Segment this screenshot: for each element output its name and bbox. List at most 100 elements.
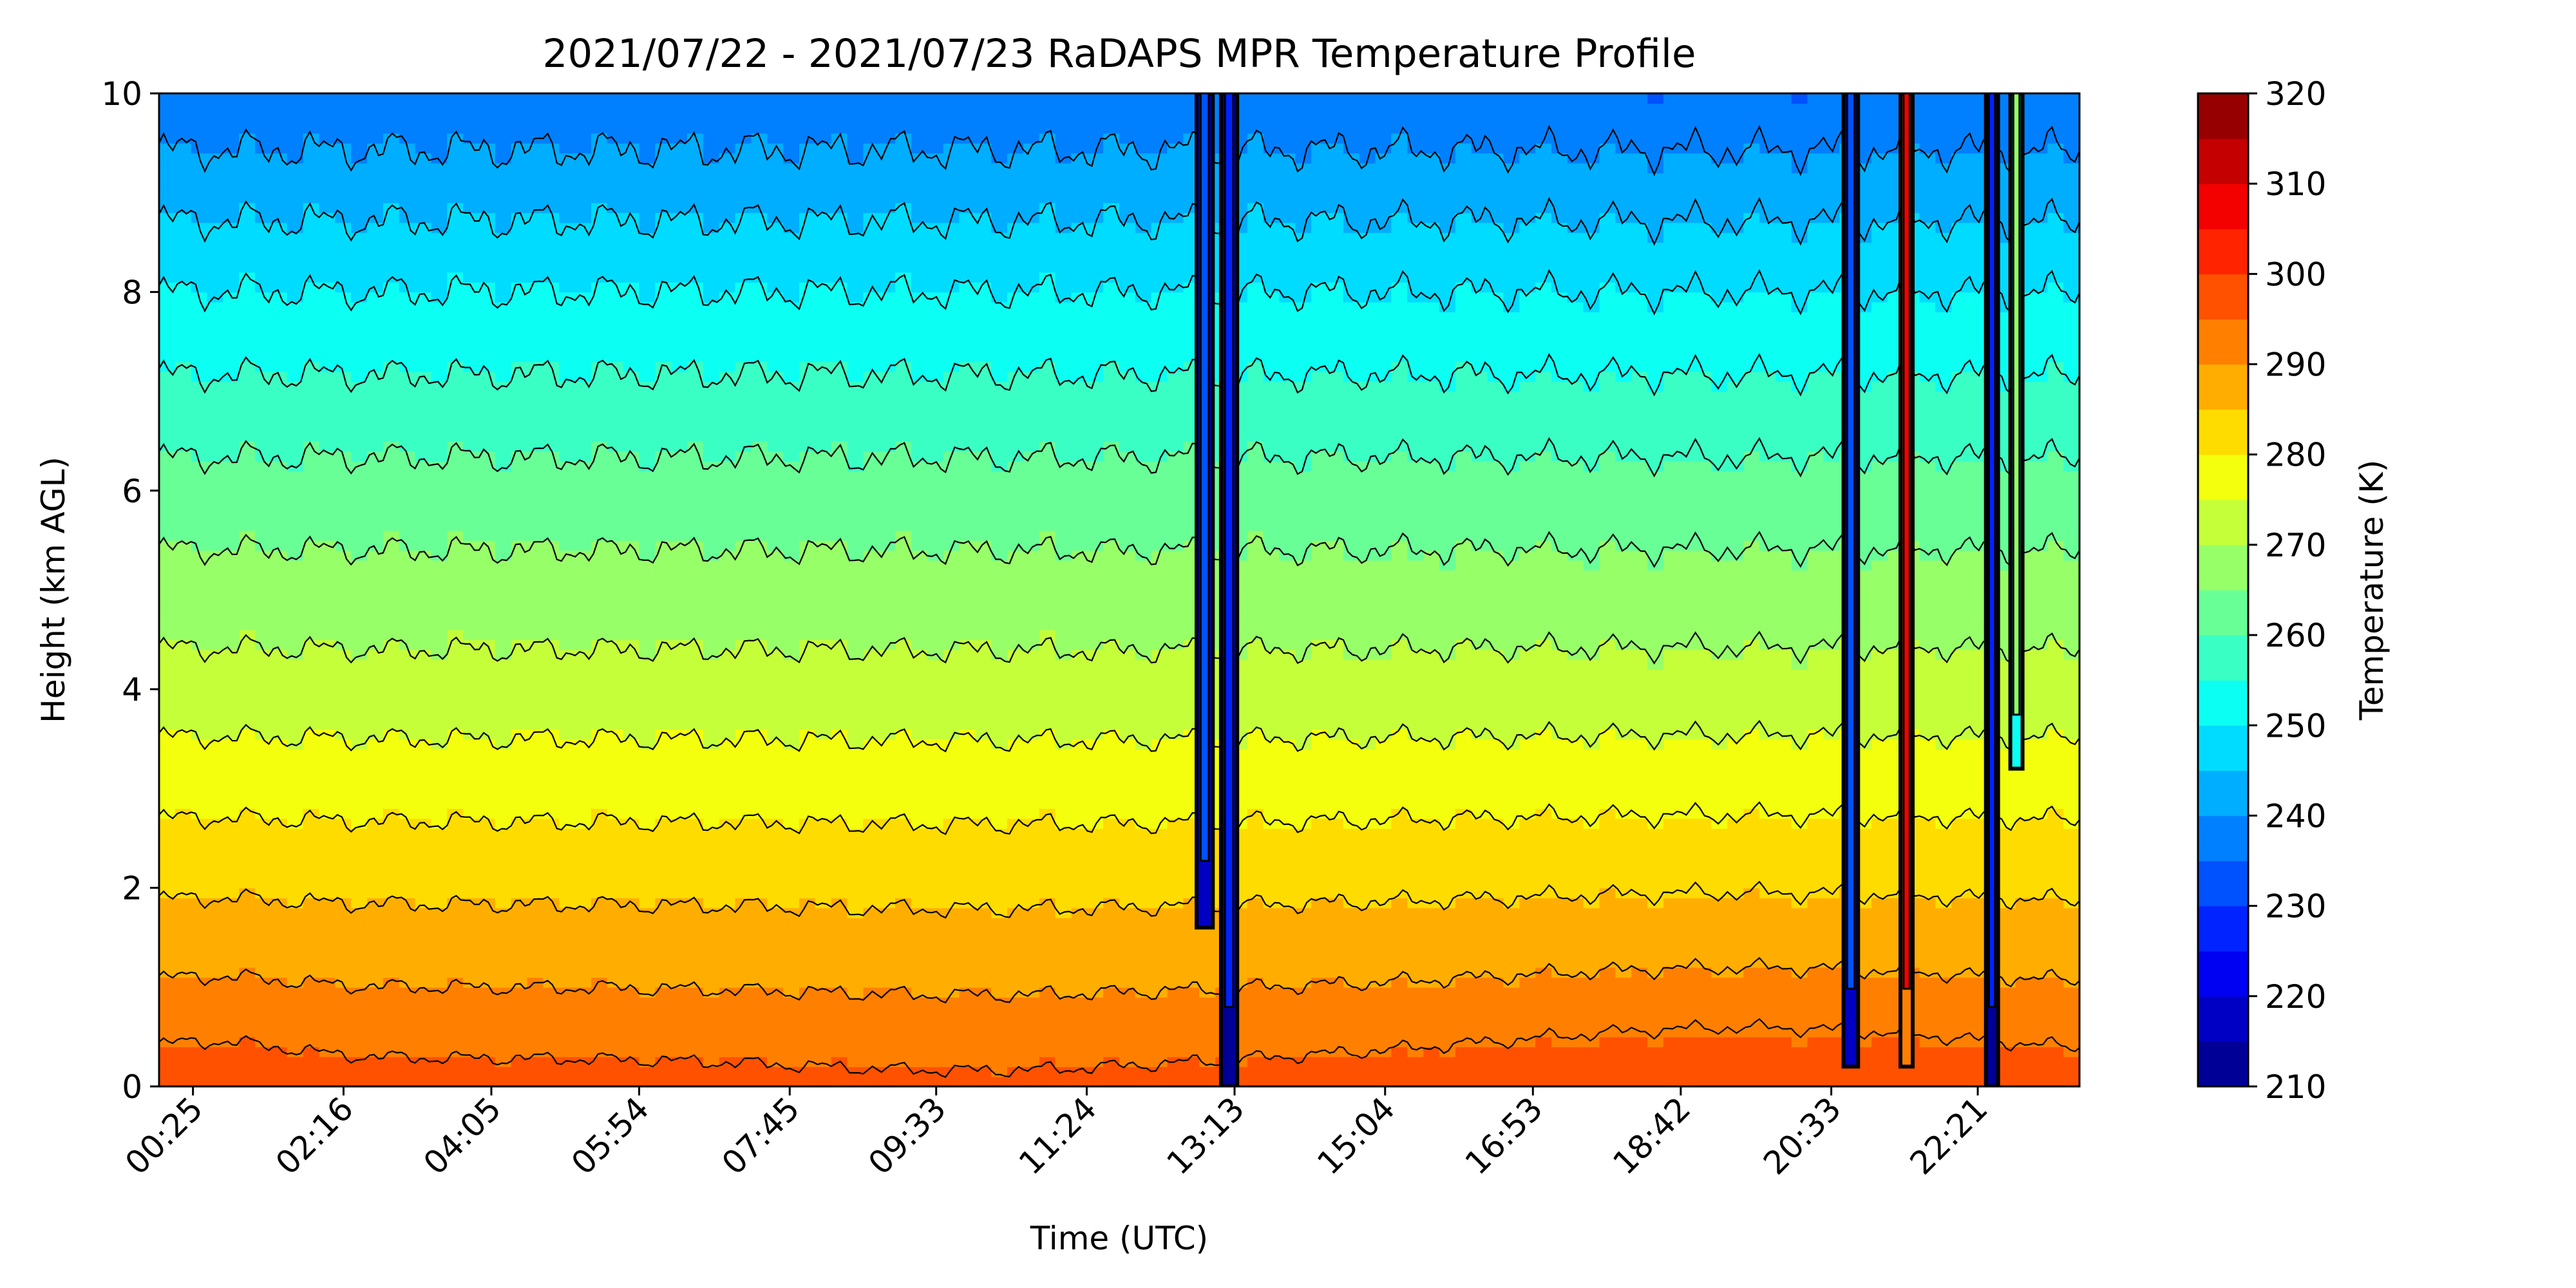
- heatmap-cell: [815, 878, 832, 889]
- heatmap-cell: [863, 600, 880, 611]
- heatmap-cell: [719, 580, 736, 591]
- heatmap-cell: [511, 987, 528, 998]
- heatmap-cell: [431, 1027, 448, 1037]
- heatmap-cell: [623, 580, 640, 591]
- heatmap-cell: [815, 719, 832, 730]
- heatmap-cell: [319, 371, 336, 382]
- heatmap-cell: [831, 679, 848, 690]
- heatmap-cell: [607, 828, 624, 839]
- heatmap-cell: [671, 440, 688, 451]
- heatmap-cell: [815, 1076, 832, 1086]
- heatmap-cell: [863, 471, 880, 482]
- heatmap-cell: [831, 471, 848, 482]
- heatmap-cell: [335, 391, 352, 402]
- heatmap-cell: [159, 590, 176, 601]
- heatmap-cell: [895, 411, 912, 422]
- heatmap-cell: [895, 759, 912, 770]
- heatmap-cell: [879, 838, 896, 849]
- heatmap-cell: [319, 570, 336, 581]
- heatmap-cell: [399, 520, 416, 531]
- heatmap-cell: [319, 620, 336, 630]
- heatmap-cell: [159, 838, 176, 849]
- heatmap-cell: [319, 759, 336, 770]
- heatmap-cell: [831, 332, 848, 343]
- heatmap-cell: [815, 242, 832, 253]
- heatmap-cell: [383, 907, 400, 918]
- heatmap-cell: [335, 440, 352, 451]
- heatmap-cell: [223, 907, 240, 918]
- heatmap-cell: [719, 709, 736, 720]
- heatmap-cell: [479, 312, 496, 323]
- heatmap-cell: [895, 927, 912, 938]
- heatmap-cell: [207, 709, 224, 720]
- heatmap-cell: [671, 679, 688, 690]
- heatmap-cell: [879, 600, 896, 611]
- heatmap-cell: [639, 798, 656, 809]
- heatmap-cell: [447, 917, 464, 929]
- heatmap-cell: [559, 709, 576, 720]
- heatmap-cell: [270, 401, 288, 412]
- heatmap-cell: [287, 689, 304, 700]
- heatmap-cell: [863, 312, 880, 323]
- heatmap-cell: [303, 768, 320, 779]
- heatmap-cell: [383, 431, 400, 442]
- heatmap-cell: [415, 480, 432, 491]
- heatmap-cell: [543, 609, 560, 620]
- heatmap-cell: [863, 93, 880, 104]
- heatmap-cell: [575, 341, 592, 352]
- heatmap-cell: [175, 351, 192, 363]
- heatmap-cell: [655, 669, 672, 680]
- heatmap-cell: [383, 1076, 400, 1086]
- heatmap-cell: [207, 113, 224, 124]
- heatmap-cell: [431, 828, 448, 839]
- heatmap-cell: [335, 431, 352, 442]
- heatmap-cell: [543, 759, 560, 770]
- heatmap-cell: [671, 739, 688, 750]
- heatmap-cell: [463, 1027, 480, 1037]
- heatmap-cell: [575, 113, 592, 124]
- heatmap-cell: [847, 1017, 864, 1028]
- heatmap-cell: [255, 1007, 272, 1018]
- heatmap-cell: [239, 292, 256, 303]
- heatmap-cell: [671, 391, 688, 402]
- heatmap-cell: [623, 709, 640, 720]
- heatmap-cell: [591, 649, 608, 660]
- heatmap-cell: [639, 193, 656, 204]
- heatmap-cell: [175, 699, 192, 710]
- heatmap-cell: [895, 1017, 912, 1028]
- heatmap-cell: [687, 709, 704, 720]
- heatmap-cell: [559, 659, 576, 670]
- heatmap-cell: [239, 907, 256, 918]
- heatmap-cell: [175, 153, 192, 164]
- heatmap-cell: [495, 510, 512, 521]
- heatmap-cell: [895, 371, 912, 382]
- heatmap-cell: [351, 898, 368, 909]
- heatmap-cell: [943, 202, 960, 213]
- heatmap-cell: [255, 878, 272, 889]
- heatmap-cell: [303, 490, 320, 501]
- heatmap-cell: [879, 193, 896, 204]
- heatmap-cell: [191, 997, 208, 1008]
- heatmap-cell: [687, 113, 704, 124]
- heatmap-cell: [863, 967, 880, 978]
- heatmap-cell: [191, 709, 208, 720]
- heatmap-cell: [559, 639, 576, 650]
- heatmap-cell: [351, 659, 368, 670]
- heatmap-cell: [207, 1056, 224, 1067]
- heatmap-cell: [223, 788, 240, 799]
- heatmap-cell: [703, 699, 720, 710]
- heatmap-cell: [847, 182, 864, 193]
- heatmap-cell: [255, 907, 272, 918]
- heatmap-cell: [687, 431, 704, 442]
- heatmap-cell: [927, 1027, 944, 1037]
- heatmap-cell: [415, 838, 432, 849]
- heatmap-cell: [815, 153, 832, 164]
- heatmap-cell: [175, 1007, 192, 1018]
- heatmap-cell: [495, 123, 512, 134]
- heatmap-cell: [431, 719, 448, 730]
- heatmap-cell: [815, 520, 832, 531]
- heatmap-cell: [671, 272, 688, 283]
- heatmap-cell: [639, 679, 656, 690]
- heatmap-cell: [335, 808, 352, 819]
- heatmap-cell: [863, 639, 880, 650]
